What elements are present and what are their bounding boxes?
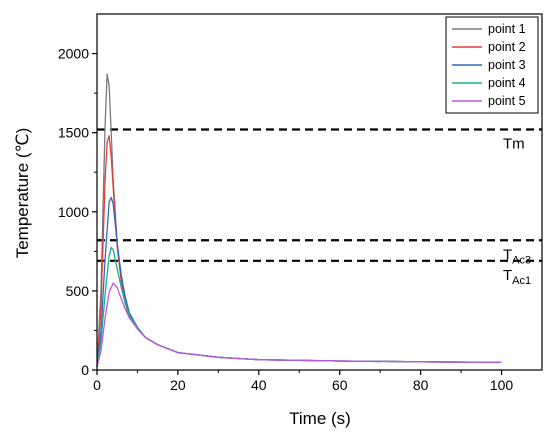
reference-label-main: Tm <box>503 136 525 153</box>
plot-frame <box>96 13 543 371</box>
legend-label: point 2 <box>488 40 526 54</box>
x-tick-label: 40 <box>251 377 267 393</box>
series-line-2 <box>96 135 502 367</box>
series-line-1 <box>96 73 502 367</box>
legend-label: point 1 <box>488 22 526 36</box>
reference-label-main: T <box>503 267 512 284</box>
y-tick-label: 500 <box>66 283 90 299</box>
legend-label: point 5 <box>488 94 526 108</box>
y-tick-label: 0 <box>81 362 89 378</box>
legend: point 1 point 2 point 3 point 4 point 5 <box>445 16 539 114</box>
x-axis-title: Time (s) <box>289 409 351 428</box>
y-tick-label: 2000 <box>58 46 89 62</box>
legend-label: point 3 <box>488 58 526 72</box>
y-axis-title: Temperature (℃) <box>13 128 32 259</box>
x-tick-label: 60 <box>332 377 348 393</box>
reference-label-sub: Ac3 <box>512 254 531 266</box>
x-tick-label: 100 <box>490 377 514 393</box>
reference-label-main: T <box>503 246 512 263</box>
y-tick-label: 1500 <box>58 125 89 141</box>
legend-label: point 4 <box>488 76 526 90</box>
series-line-3 <box>96 196 502 367</box>
reference-label: TAc1 <box>503 267 531 287</box>
reference-label: Tm <box>503 136 525 153</box>
x-tick-label: 80 <box>413 377 429 393</box>
y-tick-label: 1000 <box>58 204 89 220</box>
series-lines <box>96 73 502 367</box>
reference-label: TAc3 <box>503 246 531 266</box>
reference-label-sub: Ac1 <box>512 275 531 287</box>
legend-box <box>445 16 539 114</box>
series-line-4 <box>96 246 502 367</box>
series-line-5 <box>96 282 502 367</box>
x-tick-label: 0 <box>93 377 101 393</box>
x-tick-label: 20 <box>170 377 186 393</box>
